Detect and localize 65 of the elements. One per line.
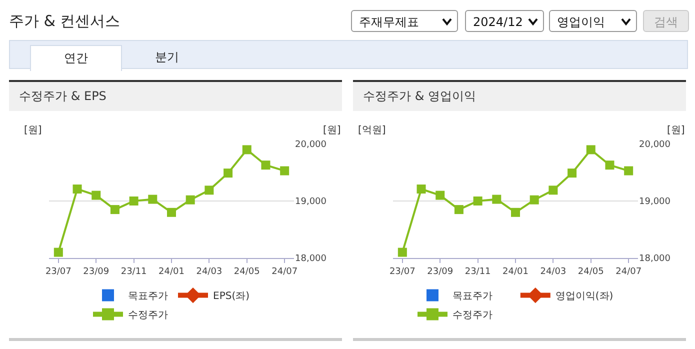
y2-axis-title: [원] bbox=[667, 125, 685, 136]
y2-axis-title: [원] bbox=[323, 125, 341, 136]
legend-label: 수정주가 bbox=[452, 310, 492, 322]
x-tick-label: 23/07 bbox=[45, 266, 72, 277]
x-tick-label: 23/11 bbox=[120, 266, 147, 277]
x-tick-label: 24/01 bbox=[158, 266, 184, 277]
point bbox=[224, 168, 233, 178]
point bbox=[511, 208, 520, 217]
point bbox=[129, 196, 138, 206]
text: 20,000 bbox=[295, 140, 326, 150]
point bbox=[148, 194, 158, 204]
point bbox=[186, 195, 195, 204]
text: 영업이익 bbox=[557, 15, 605, 29]
text: 주재무제표 bbox=[359, 15, 419, 29]
x-tick-label: 24/03 bbox=[196, 266, 222, 277]
point bbox=[548, 186, 558, 195]
point bbox=[280, 166, 290, 176]
legend-label: EPS(좌) bbox=[213, 291, 250, 302]
x-tick-label: 23/09 bbox=[427, 266, 454, 277]
point bbox=[167, 208, 176, 217]
x-tick-label: 23/09 bbox=[83, 266, 110, 277]
point bbox=[624, 166, 634, 176]
point bbox=[568, 168, 577, 178]
point bbox=[92, 190, 101, 200]
x-tick-label: 23/07 bbox=[389, 266, 416, 277]
chart-title: 수정주가 & EPS bbox=[9, 82, 342, 111]
text: 18,000 bbox=[295, 254, 326, 264]
point bbox=[586, 145, 596, 154]
point bbox=[261, 160, 270, 170]
y-axis-title: [원] bbox=[24, 125, 42, 136]
x-tick-label: 23/11 bbox=[464, 266, 491, 277]
legend-label: 수정주가 bbox=[128, 310, 168, 322]
text: 18,000 bbox=[639, 254, 670, 264]
text: 주가 & 컨센서스 bbox=[9, 12, 120, 31]
chart-title: 수정주가 & 영업이익 bbox=[353, 82, 686, 111]
text: 19,000 bbox=[639, 197, 670, 208]
point bbox=[72, 184, 82, 194]
text: 연간 bbox=[30, 45, 122, 71]
x-tick-label: 24/03 bbox=[540, 266, 566, 277]
y-axis-title: [억원] bbox=[358, 125, 386, 136]
x-tick-label: 24/01 bbox=[502, 266, 528, 277]
text: 20,000 bbox=[639, 140, 670, 150]
point bbox=[473, 196, 482, 206]
point bbox=[530, 195, 539, 204]
text: 분기 bbox=[154, 49, 180, 66]
point bbox=[54, 248, 63, 257]
text: 19,000 bbox=[295, 197, 326, 208]
text: 2024/12 bbox=[473, 15, 523, 29]
x-tick-label: 24/05 bbox=[234, 266, 260, 277]
legend-label: 영업이익(좌) bbox=[555, 291, 614, 302]
point bbox=[110, 205, 120, 214]
x-tick-label: 24/05 bbox=[578, 266, 604, 277]
point bbox=[492, 194, 502, 204]
text: 검색 bbox=[643, 10, 689, 32]
point bbox=[454, 205, 464, 214]
point bbox=[436, 190, 445, 200]
point bbox=[242, 145, 252, 154]
point bbox=[605, 160, 614, 170]
legend-label: 목표주가 bbox=[128, 291, 168, 302]
x-tick-label: 24/07 bbox=[272, 266, 298, 277]
legend-label: 목표주가 bbox=[452, 291, 492, 302]
point bbox=[398, 248, 407, 257]
x-tick-label: 24/07 bbox=[616, 266, 642, 277]
point bbox=[204, 186, 214, 195]
point bbox=[416, 184, 426, 194]
